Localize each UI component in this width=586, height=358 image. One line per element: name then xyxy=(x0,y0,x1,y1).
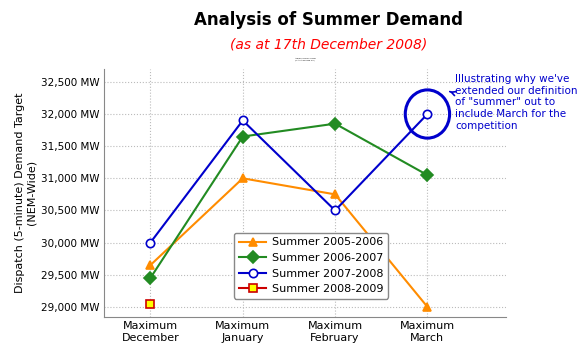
Summer 2007-2008 xyxy=(239,118,246,122)
Text: Analysis of Summer Demand: Analysis of Summer Demand xyxy=(193,11,463,29)
Line: Summer 2005-2006: Summer 2005-2006 xyxy=(146,174,432,311)
Summer 2006-2007 xyxy=(239,134,246,139)
Summer 2006-2007 xyxy=(147,276,154,280)
Summer 2007-2008 xyxy=(424,112,431,116)
Summer 2007-2008 xyxy=(147,241,154,245)
Summer 2006-2007 xyxy=(332,121,339,126)
Summer 2005-2006 xyxy=(147,263,154,267)
Title: Analysis of Summer Demand
(as at 17th December 2008): Analysis of Summer Demand (as at 17th De… xyxy=(295,58,315,61)
Summer 2005-2006 xyxy=(424,305,431,309)
Legend: Summer 2005-2006, Summer 2006-2007, Summer 2007-2008, Summer 2008-2009: Summer 2005-2006, Summer 2006-2007, Summ… xyxy=(234,233,388,299)
Y-axis label: Dispatch (5-minute) Demand Target
(NEM-Wide): Dispatch (5-minute) Demand Target (NEM-W… xyxy=(15,92,36,293)
Summer 2007-2008 xyxy=(332,208,339,213)
Summer 2006-2007 xyxy=(424,173,431,177)
Summer 2005-2006 xyxy=(332,192,339,197)
Summer 2005-2006 xyxy=(239,176,246,180)
Text: (as at 17th December 2008): (as at 17th December 2008) xyxy=(230,38,427,52)
Text: Illustrating why we've
extended our definition
of "summer" out to
include March : Illustrating why we've extended our defi… xyxy=(449,74,578,131)
Line: Summer 2007-2008: Summer 2007-2008 xyxy=(146,110,432,247)
Line: Summer 2006-2007: Summer 2006-2007 xyxy=(146,120,432,282)
